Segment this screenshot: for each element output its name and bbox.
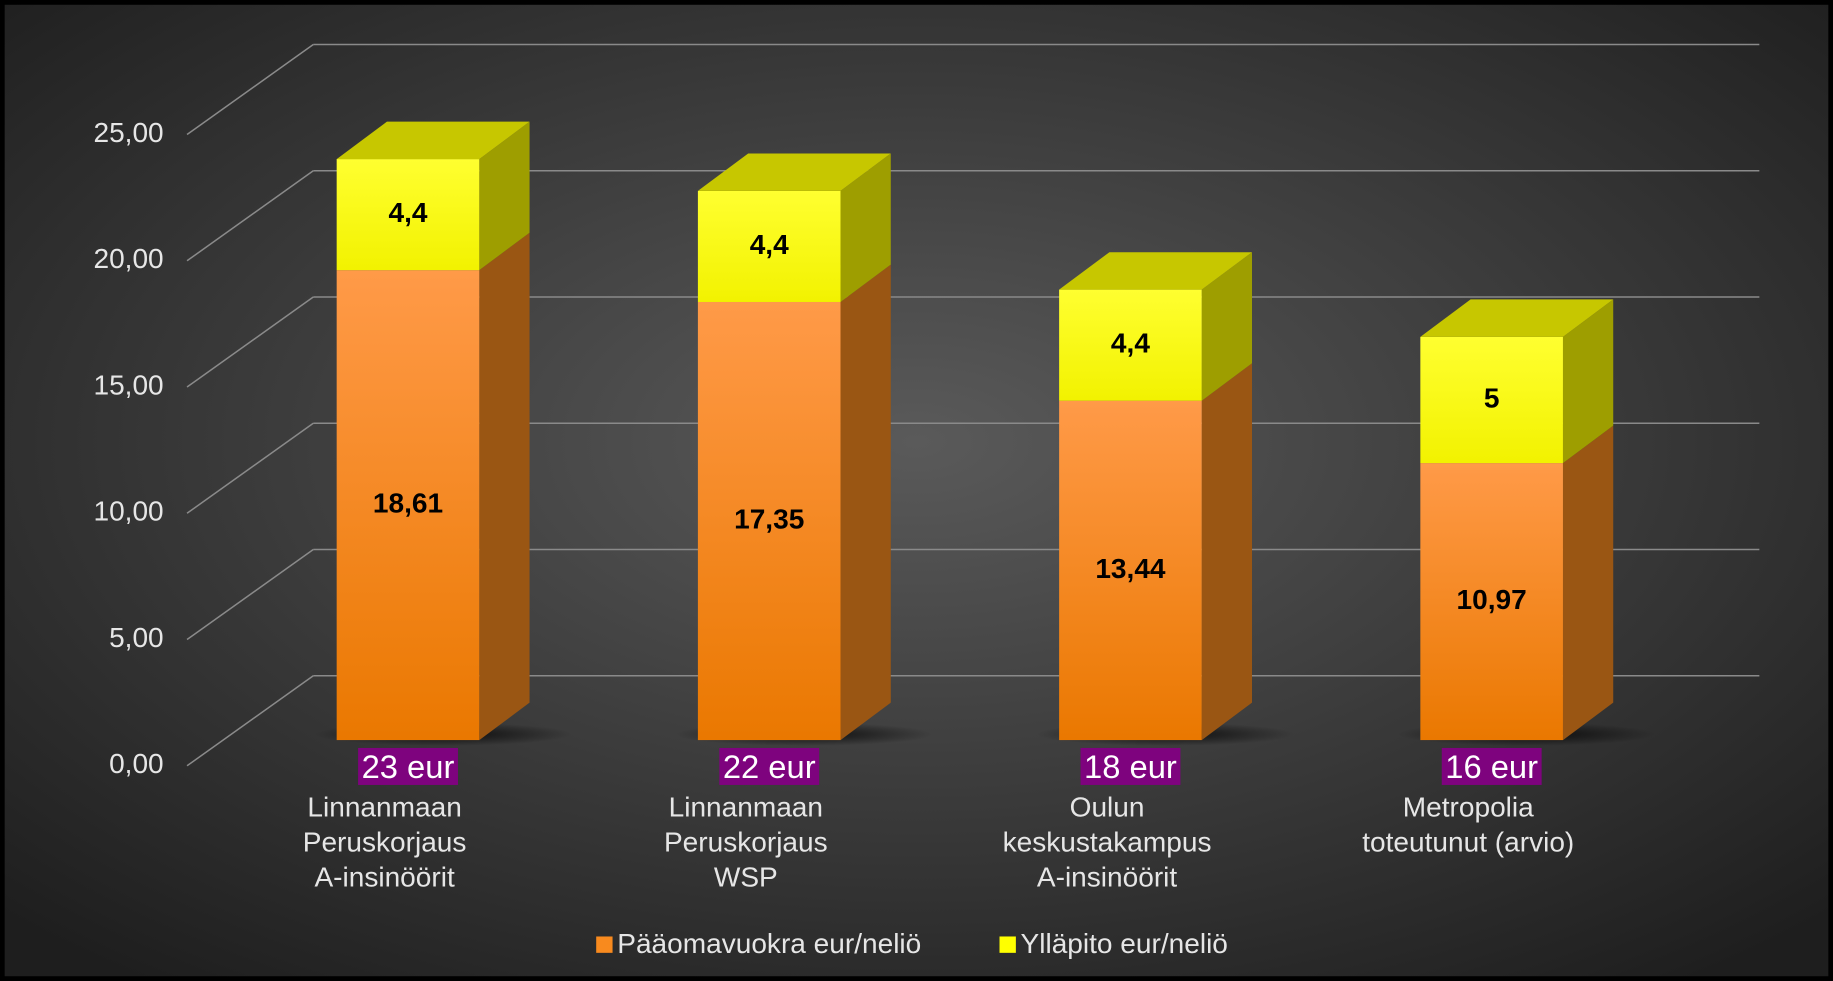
- bar: [336, 159, 480, 271]
- legend-label: Ylläpito eur/neliö: [1021, 928, 1228, 959]
- data-label: 18,61: [373, 488, 443, 519]
- grid-line: [186, 43, 314, 136]
- bar-side: [840, 153, 891, 302]
- total-label-bg: [358, 747, 458, 785]
- bar-side: [479, 232, 530, 741]
- grid-line: [186, 675, 314, 767]
- x-tick-label: keskustakampus: [1003, 827, 1212, 858]
- x-tick-label: Peruskorjaus: [664, 827, 828, 858]
- y-tick-label: 25,00: [93, 117, 163, 148]
- legend-label: Pääomavuokra eur/neliö: [617, 928, 921, 959]
- x-tick-label: toteutunut (arvio): [1362, 827, 1574, 858]
- y-tick-label: 15,00: [93, 369, 163, 400]
- x-tick-label: Metropolia: [1403, 791, 1534, 822]
- x-tick-label: A-insinöörit: [314, 862, 454, 893]
- x-tick-label: A-insinöörit: [1037, 862, 1177, 893]
- bar-side: [1201, 252, 1253, 401]
- bar-side: [479, 121, 530, 271]
- bar: [697, 190, 841, 302]
- total-label-bg: [719, 747, 820, 785]
- grid-line: [186, 170, 314, 262]
- data-label: 10,97: [1457, 584, 1527, 615]
- total-label-bg: [1080, 747, 1181, 785]
- y-tick-label: 10,00: [93, 496, 163, 527]
- data-label: 4,4: [750, 229, 789, 260]
- bar: [1059, 400, 1202, 741]
- bar: [1420, 336, 1563, 464]
- grid-line: [186, 296, 314, 388]
- legend-swatch: [999, 936, 1016, 953]
- bar: [1059, 289, 1202, 401]
- bar-side: [840, 264, 891, 741]
- total-label: 16 eur: [1445, 748, 1538, 785]
- data-label: 13,44: [1095, 553, 1166, 584]
- x-tick-label: Linnanmaan: [669, 791, 823, 822]
- x-tick-label: Linnanmaan: [307, 791, 461, 822]
- x-tick-label: Peruskorjaus: [303, 827, 467, 858]
- bar: [1420, 463, 1563, 741]
- data-label: 5: [1484, 382, 1500, 413]
- total-label: 18 eur: [1084, 748, 1177, 785]
- y-tick-label: 20,00: [93, 243, 163, 274]
- total-label: 23 eur: [362, 748, 455, 785]
- legend-swatch: [596, 936, 613, 953]
- bar: [336, 270, 480, 741]
- bar-side: [1562, 425, 1614, 741]
- x-tick-label: Oulun: [1070, 791, 1145, 822]
- total-label: 22 eur: [723, 748, 816, 785]
- grid-line: [186, 548, 314, 641]
- data-label: 4,4: [388, 197, 427, 228]
- data-label: 4,4: [1111, 328, 1150, 359]
- y-tick-label: 0,00: [109, 748, 164, 779]
- y-tick-label: 5,00: [109, 622, 164, 653]
- bar-side: [1562, 299, 1614, 464]
- bar-side: [1201, 363, 1253, 741]
- x-tick-label: WSP: [714, 862, 778, 893]
- data-label: 17,35: [734, 503, 804, 534]
- bar-top: [697, 153, 891, 191]
- total-label-bg: [1441, 747, 1542, 785]
- bar-top: [1420, 299, 1614, 337]
- bar: [697, 301, 841, 741]
- grid-line: [186, 422, 314, 514]
- bar-top: [336, 121, 530, 160]
- bar-top: [1059, 252, 1253, 290]
